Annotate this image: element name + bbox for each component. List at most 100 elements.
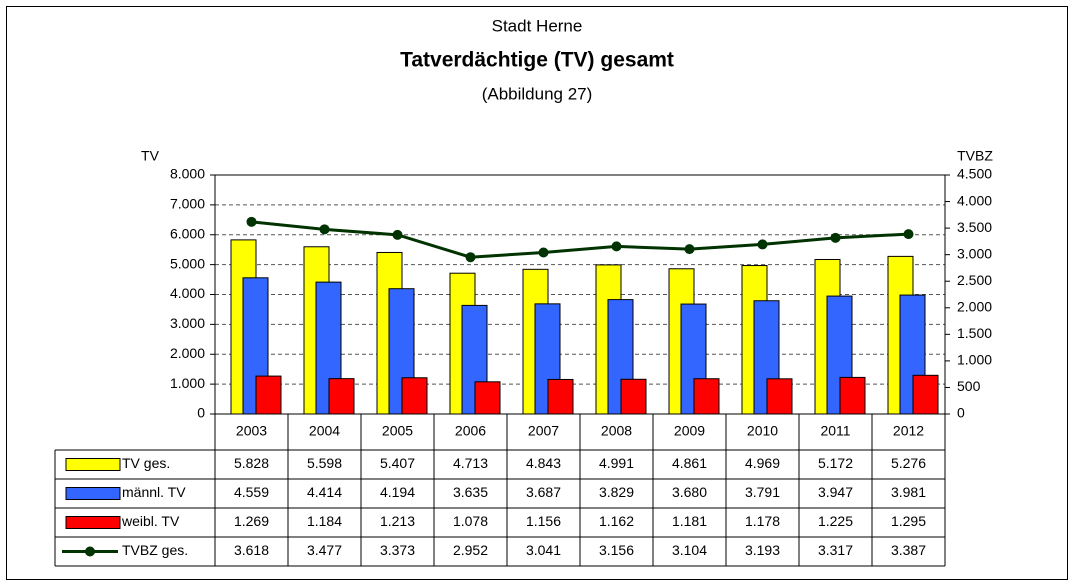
table-value: 1.181 [672, 513, 707, 529]
line-point [392, 229, 403, 240]
table-value: 4.713 [453, 455, 488, 471]
table-value: 3.618 [234, 542, 269, 558]
y-tick-label: 7.000 [170, 196, 205, 212]
y2-tick-label: 2.000 [957, 298, 992, 314]
table-value: 3.373 [380, 542, 415, 558]
table-value: 3.687 [526, 484, 561, 500]
bar [620, 378, 647, 415]
x-tick-label: 2006 [455, 423, 486, 439]
line-point [246, 216, 257, 227]
bar [839, 376, 866, 415]
bar [693, 378, 720, 415]
x-tick-label: 2007 [528, 423, 559, 439]
line-point [830, 232, 841, 243]
table-value: 4.559 [234, 484, 269, 500]
legend-key-marker [85, 546, 95, 557]
y2-tick-label: 1.500 [957, 325, 992, 341]
x-tick-label: 2004 [309, 423, 340, 439]
table-value: 1.162 [599, 513, 634, 529]
y2-tick-label: 1.000 [957, 352, 992, 368]
line-point [757, 239, 768, 250]
table-value: 1.078 [453, 513, 488, 529]
table-value: 3.477 [307, 542, 342, 558]
bar [328, 378, 355, 415]
chart-supertitle: Stadt Herne [492, 16, 583, 35]
table-value: 4.969 [745, 455, 780, 471]
bar [912, 374, 939, 415]
y-tick-label: 0 [197, 405, 205, 421]
bar [401, 377, 428, 415]
bar [255, 375, 282, 415]
bar [766, 378, 793, 415]
legend-key [65, 487, 121, 500]
y2-tick-label: 4.000 [957, 192, 992, 208]
y-tick-label: 1.000 [170, 375, 205, 391]
y2-tick-label: 500 [957, 378, 981, 394]
chart-subtitle: (Abbildung 27) [482, 84, 593, 103]
line-point [319, 224, 330, 235]
table-value: 1.295 [891, 513, 926, 529]
y-tick-label: 4.000 [170, 285, 205, 301]
table-value: 3.981 [891, 484, 926, 500]
table-value: 5.276 [891, 455, 926, 471]
table-value: 2.952 [453, 542, 488, 558]
table-value: 3.317 [818, 542, 853, 558]
x-tick-label: 2009 [674, 423, 705, 439]
x-tick-label: 2003 [236, 423, 267, 439]
x-tick-label: 2008 [601, 423, 632, 439]
table-value: 5.407 [380, 455, 415, 471]
table-value: 3.680 [672, 484, 707, 500]
y2-tick-label: 0 [957, 405, 965, 421]
table-value: 3.193 [745, 542, 780, 558]
bar [547, 378, 574, 415]
table-value: 5.828 [234, 455, 269, 471]
legend-key [65, 516, 121, 529]
line-point [903, 229, 914, 240]
x-tick-label: 2010 [747, 423, 778, 439]
table-value: 1.178 [745, 513, 780, 529]
table-value: 4.991 [599, 455, 634, 471]
y-tick-label: 6.000 [170, 225, 205, 241]
table-value: 5.598 [307, 455, 342, 471]
chart-title: Tatverdächtige (TV) gesamt [400, 49, 674, 72]
y-tick-label: 3.000 [170, 315, 205, 331]
table-value: 4.861 [672, 455, 707, 471]
table-value: 1.213 [380, 513, 415, 529]
line-point [538, 247, 549, 258]
bar [474, 381, 501, 415]
x-tick-label: 2005 [382, 423, 413, 439]
x-tick-label: 2012 [893, 423, 924, 439]
legend-label: TV ges. [122, 455, 170, 471]
y-tick-label: 5.000 [170, 255, 205, 271]
table-value: 1.156 [526, 513, 561, 529]
line-point [611, 241, 622, 252]
table-value: 3.791 [745, 484, 780, 500]
legend-label: TVBZ ges. [122, 542, 188, 558]
table-value: 4.194 [380, 484, 415, 500]
table-value: 3.829 [599, 484, 634, 500]
line-point [465, 252, 476, 263]
y-tick-label: 2.000 [170, 345, 205, 361]
y-tick-label: 8.000 [170, 166, 205, 182]
table-value: 3.635 [453, 484, 488, 500]
table-value: 3.387 [891, 542, 926, 558]
legend-label: weibl. TV [121, 513, 180, 529]
table-value: 3.104 [672, 542, 707, 558]
legend-label: männl. TV [122, 484, 186, 500]
y2-tick-label: 3.500 [957, 219, 992, 235]
table-value: 3.947 [818, 484, 853, 500]
line-point [684, 244, 695, 255]
y2-tick-label: 4.500 [957, 166, 992, 182]
table-value: 1.225 [818, 513, 853, 529]
line [251, 220, 909, 259]
table-value: 1.184 [307, 513, 342, 529]
table-value: 4.843 [526, 455, 561, 471]
table-value: 5.172 [818, 455, 853, 471]
table-value: 3.156 [599, 542, 634, 558]
legend-key [65, 458, 121, 471]
y2-tick-label: 3.000 [957, 245, 992, 261]
y-axis-label: TV [141, 148, 160, 164]
y2-axis-label: TVBZ [957, 148, 993, 164]
x-tick-label: 2011 [820, 423, 850, 439]
